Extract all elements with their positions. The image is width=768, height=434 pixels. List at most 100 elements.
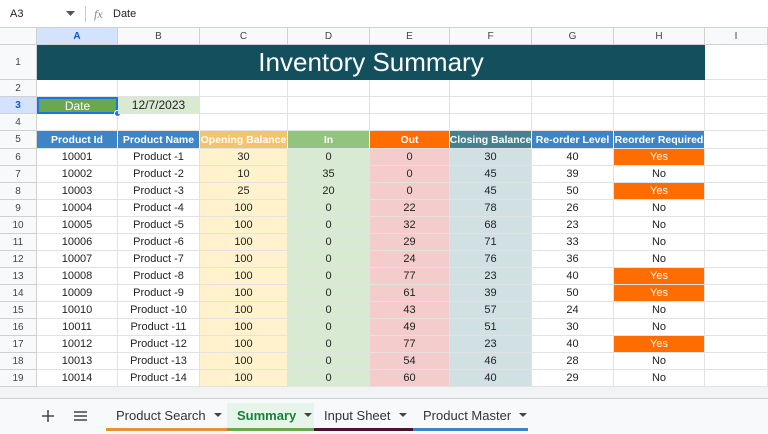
date-label[interactable]: Date	[37, 97, 118, 114]
table-cell: 10011	[37, 319, 118, 336]
tab-label[interactable]: Product Search	[116, 408, 206, 423]
cell	[705, 149, 768, 166]
table-header: In	[288, 131, 370, 149]
sheet-tab[interactable]: Product Master	[413, 403, 528, 431]
row-header[interactable]: 7	[0, 166, 37, 183]
table-cell: No	[614, 370, 705, 387]
cell	[37, 80, 118, 97]
table-cell: 0	[288, 285, 370, 302]
table-cell: Product -3	[118, 183, 200, 200]
table-cell: 45	[450, 183, 532, 200]
row-header[interactable]: 5	[0, 131, 37, 149]
table-cell: 68	[450, 217, 532, 234]
table-cell: Product -2	[118, 166, 200, 183]
row-header[interactable]: 1	[0, 45, 37, 80]
dropdown-arrow[interactable]	[66, 11, 75, 17]
table-cell: No	[614, 251, 705, 268]
row-header[interactable]: 2	[0, 80, 37, 97]
cell	[450, 80, 532, 97]
table-cell: Product -14	[118, 370, 200, 387]
row-header[interactable]: 13	[0, 268, 37, 285]
table-cell: 33	[532, 234, 614, 251]
table-cell: 0	[370, 183, 450, 200]
date-value: 12/7/2023	[118, 97, 200, 114]
row-header[interactable]: 18	[0, 353, 37, 370]
table-cell: 39	[532, 166, 614, 183]
table-cell: No	[614, 166, 705, 183]
table-cell: No	[614, 200, 705, 217]
table-cell: 39	[450, 285, 532, 302]
sheet-tab[interactable]: Input Sheet	[314, 403, 413, 431]
row-header[interactable]: 11	[0, 234, 37, 251]
row-header[interactable]: 15	[0, 302, 37, 319]
table-cell: Product -1	[118, 149, 200, 166]
table-cell: No	[614, 217, 705, 234]
cell	[705, 234, 768, 251]
column-header[interactable]: F	[450, 28, 532, 45]
formula-content[interactable]: Date	[113, 8, 137, 20]
table-cell: 100	[200, 217, 288, 234]
table-cell: Product -8	[118, 268, 200, 285]
table-cell: 20	[288, 183, 370, 200]
sheet-tab[interactable]: Summary	[227, 403, 314, 431]
cell	[532, 97, 614, 114]
column-header[interactable]: B	[118, 28, 200, 45]
table-cell: 40	[532, 268, 614, 285]
all-sheets-button[interactable]	[74, 411, 87, 421]
formula-bar: A3 fx Date	[0, 0, 768, 28]
table-header: Out	[370, 131, 450, 149]
table-cell: 0	[288, 353, 370, 370]
name-box[interactable]: A3	[10, 8, 24, 20]
table-cell: 30	[200, 149, 288, 166]
sheet-tab[interactable]: Product Search	[106, 403, 227, 431]
table-cell: 29	[532, 370, 614, 387]
table-cell: Product -5	[118, 217, 200, 234]
row-header[interactable]: 19	[0, 370, 37, 387]
table-cell: 0	[288, 200, 370, 217]
table-cell: 78	[450, 200, 532, 217]
row-header[interactable]: 6	[0, 149, 37, 166]
row-header[interactable]: 10	[0, 217, 37, 234]
table-cell: 54	[370, 353, 450, 370]
table-cell: 0	[370, 166, 450, 183]
row-header[interactable]: 3	[0, 97, 37, 114]
table-cell: 26	[532, 200, 614, 217]
table-cell: Yes	[614, 285, 705, 302]
row-header[interactable]: 9	[0, 200, 37, 217]
cell	[705, 336, 768, 353]
table-cell: 30	[450, 149, 532, 166]
cell	[705, 353, 768, 370]
table-header: Opening Balance	[200, 131, 288, 149]
table-cell: 30	[532, 319, 614, 336]
tab-label[interactable]: Input Sheet	[324, 408, 391, 423]
row-header[interactable]: 14	[0, 285, 37, 302]
tab-label[interactable]: Product Master	[423, 408, 512, 423]
grid-filler	[0, 387, 768, 398]
column-header[interactable]: C	[200, 28, 288, 45]
cell	[370, 97, 450, 114]
cell	[705, 319, 768, 336]
add-sheet-button[interactable]	[42, 410, 54, 422]
tab-label[interactable]: Summary	[237, 408, 297, 423]
divider	[85, 6, 86, 22]
table-cell: 57	[450, 302, 532, 319]
table-cell: 10012	[37, 336, 118, 353]
row-header[interactable]: 12	[0, 251, 37, 268]
cell	[288, 114, 370, 131]
row-header[interactable]: 4	[0, 114, 37, 131]
column-header[interactable]: I	[705, 28, 768, 45]
column-header[interactable]: H	[614, 28, 705, 45]
table-cell: 40	[450, 370, 532, 387]
table-cell: 23	[450, 336, 532, 353]
column-header[interactable]: E	[370, 28, 450, 45]
column-header[interactable]: A	[37, 28, 118, 45]
row-header[interactable]: 16	[0, 319, 37, 336]
table-cell: 10	[200, 166, 288, 183]
row-header[interactable]: 17	[0, 336, 37, 353]
column-header[interactable]: G	[532, 28, 614, 45]
column-header[interactable]: D	[288, 28, 370, 45]
cell	[288, 97, 370, 114]
cell	[370, 114, 450, 131]
table-cell: 100	[200, 319, 288, 336]
row-header[interactable]: 8	[0, 183, 37, 200]
